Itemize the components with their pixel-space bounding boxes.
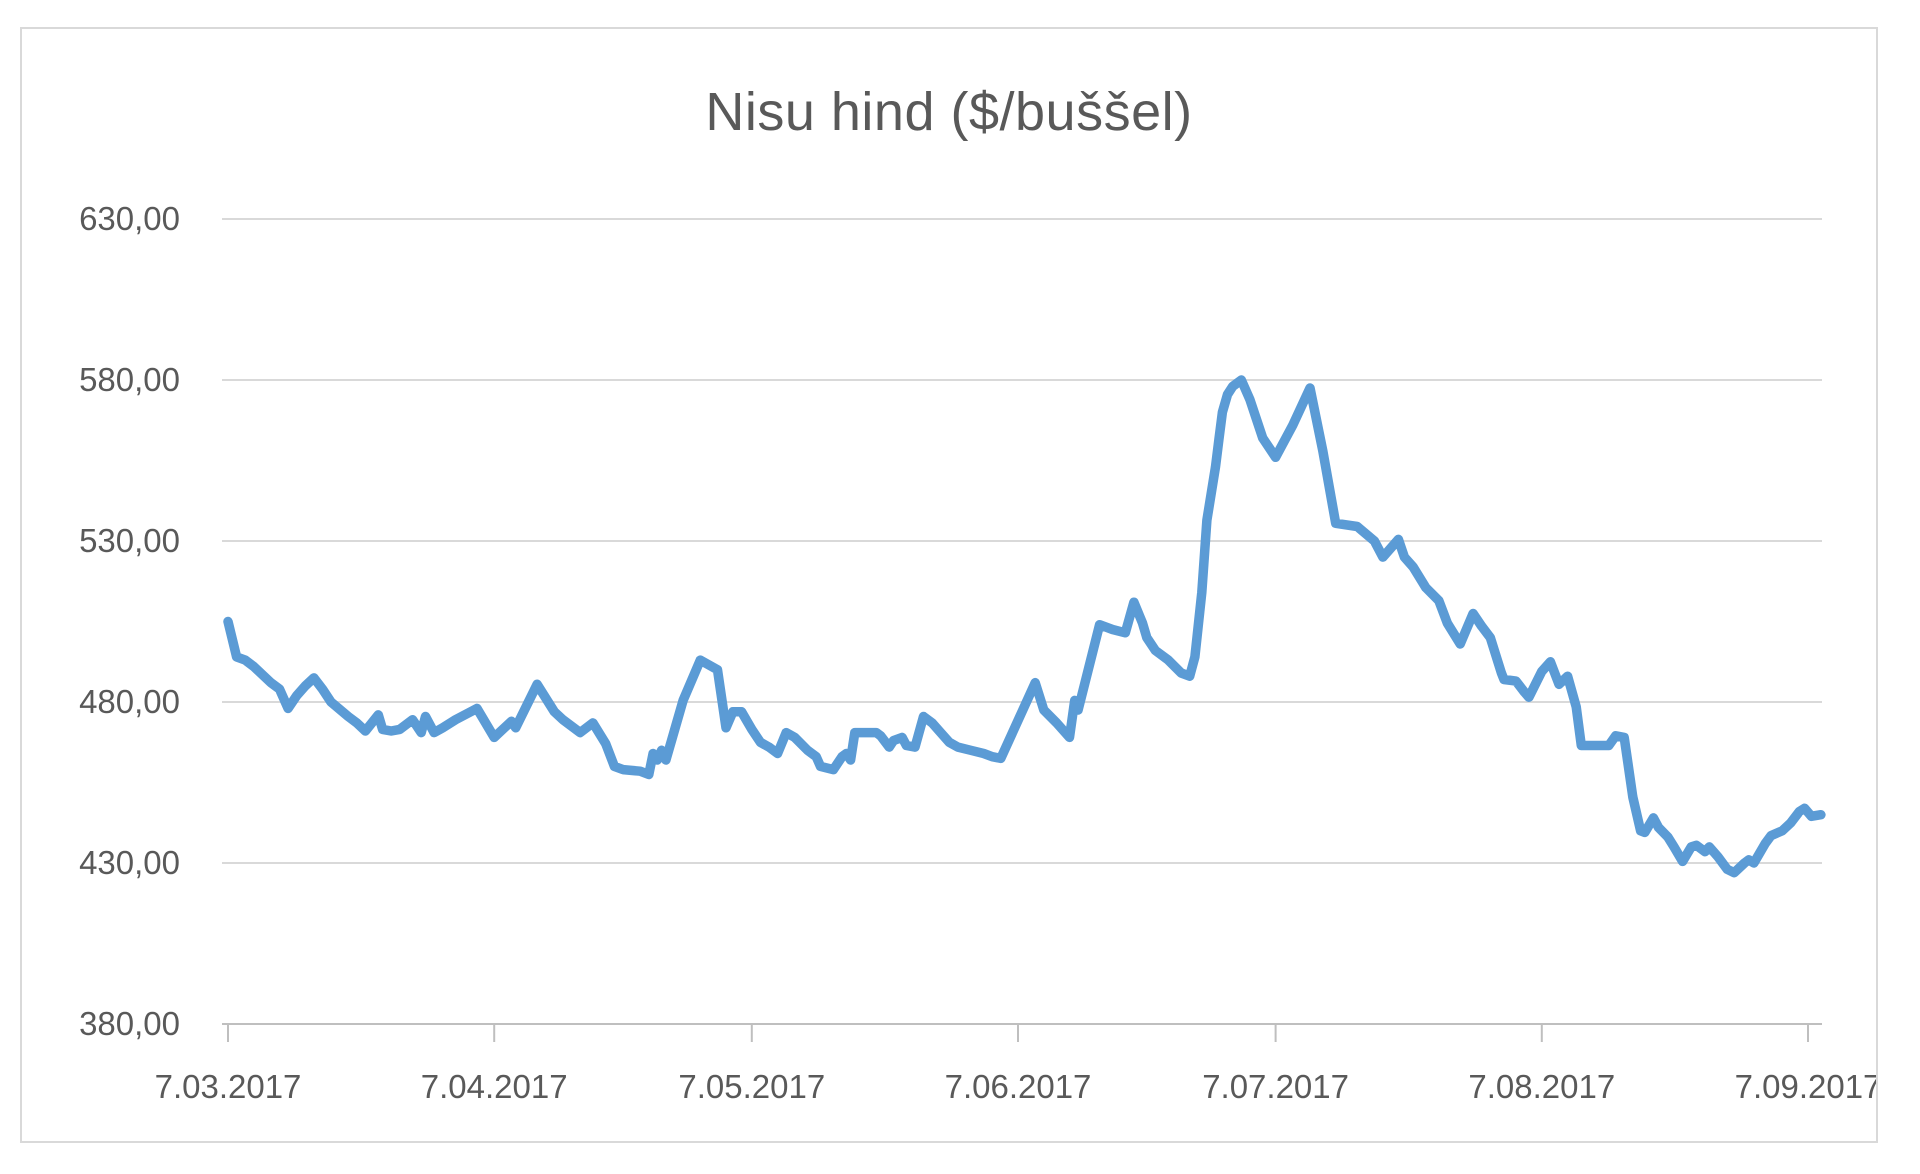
y-axis-label: 480,00 xyxy=(79,683,180,720)
y-axis-label: 630,00 xyxy=(79,200,180,237)
y-axis-label: 380,00 xyxy=(79,1005,180,1042)
y-axis-label: 530,00 xyxy=(79,522,180,559)
x-axis-label: 7.07.2017 xyxy=(1202,1068,1349,1105)
price-line xyxy=(223,375,1826,878)
x-axis-label: 7.09.2017 xyxy=(1734,1068,1878,1105)
y-axis-label: 580,00 xyxy=(79,361,180,398)
x-axis-label: 7.04.2017 xyxy=(420,1068,568,1105)
x-axis-label: 7.05.2017 xyxy=(678,1068,826,1105)
chart-title: Nisu hind ($/buššel) xyxy=(705,82,1193,142)
plot-svg xyxy=(222,218,1826,1042)
chart-area[interactable]: Nisu hind ($/buššel) 380,00 430,00 480,00 5… xyxy=(20,27,1878,1143)
x-axis-label: 7.06.2017 xyxy=(944,1068,1092,1105)
y-axis-label: 430,00 xyxy=(79,844,180,881)
x-axis-label: 7.08.2017 xyxy=(1468,1068,1616,1105)
x-axis-label: 7.03.2017 xyxy=(154,1068,302,1105)
